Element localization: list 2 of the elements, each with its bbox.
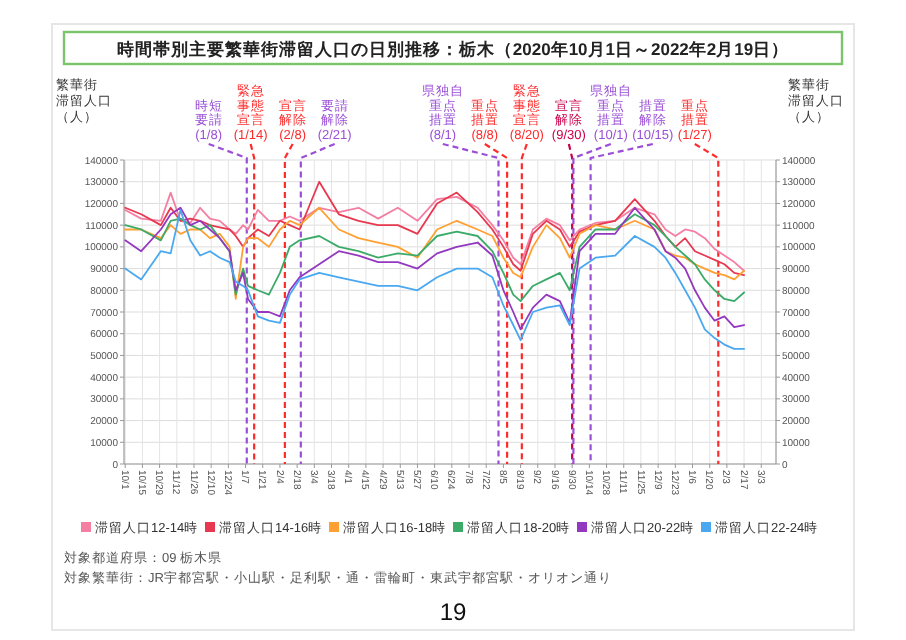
text: 19	[439, 598, 467, 626]
chart-title: 時間帯別主要繁華街滞留人口の日別推移：栃木（2020年10月1日～2022年2月19日）	[116, 39, 790, 59]
